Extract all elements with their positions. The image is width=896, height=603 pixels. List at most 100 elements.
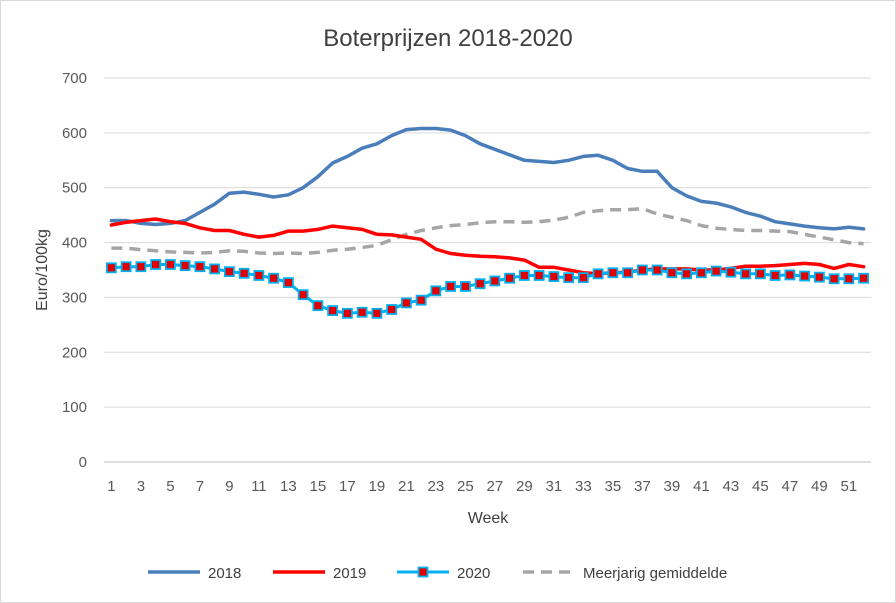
series-line-2019: [109, 217, 866, 276]
x-tick-label: 31: [546, 478, 563, 495]
data-point-2020: [622, 267, 634, 279]
x-tick-label: 1: [107, 478, 115, 495]
data-point-2020: [666, 267, 678, 279]
y-tick-label: 300: [62, 289, 87, 306]
legend-label: 2018: [208, 565, 241, 582]
series-2019: [109, 217, 866, 276]
data-point-2020: [754, 268, 766, 280]
legend-item-2020: 2020: [397, 565, 490, 582]
data-point-2020: [209, 263, 221, 275]
x-tick-label: 15: [310, 478, 327, 495]
y-tick-label: 600: [62, 125, 87, 142]
data-point-2020: [268, 272, 280, 284]
x-tick-label: 45: [752, 478, 769, 495]
data-point-2020: [459, 281, 471, 292]
data-point-2020: [474, 278, 486, 290]
data-point-2020: [489, 275, 501, 287]
series-meerjarig-gemiddelde: [111, 206, 864, 256]
y-tick-label: 100: [62, 399, 87, 416]
data-point-2020: [386, 304, 398, 315]
gridlines: [104, 77, 871, 408]
x-tick-label: 23: [428, 478, 445, 495]
data-point-2020: [592, 268, 604, 280]
y-tick-label: 400: [62, 235, 87, 252]
x-tick-label: 43: [723, 478, 740, 495]
data-point-2020: [710, 265, 722, 277]
legend-label: 2019: [333, 565, 366, 582]
series-line-meerjarig-gemiddelde: [111, 206, 864, 256]
chart-title: Boterprijzen 2018-2020: [323, 25, 573, 52]
data-point-2020: [238, 267, 250, 279]
y-tick-label: 700: [62, 70, 87, 87]
data-point-2020: [813, 271, 825, 283]
legend-item-meerjarig-gemiddelde: Meerjarig gemiddelde: [523, 565, 727, 582]
data-point-2020: [164, 259, 176, 270]
series-2020: [105, 259, 870, 319]
data-point-2020: [297, 289, 309, 301]
data-point-2020: [636, 264, 648, 276]
legend-label: 2020: [457, 565, 490, 582]
series-line-2020: [109, 263, 866, 315]
data-point-2020: [725, 266, 737, 278]
data-point-2020: [799, 270, 811, 282]
data-point-2020: [356, 306, 368, 318]
data-point-2020: [179, 260, 191, 272]
data-point-2020: [518, 270, 530, 281]
x-tick-label: 25: [457, 478, 474, 495]
data-point-2020: [430, 285, 442, 297]
x-tick-label: 35: [605, 478, 622, 495]
data-point-2020: [223, 266, 235, 278]
legend-label: Meerjarig gemiddelde: [583, 565, 727, 582]
data-point-2020: [105, 262, 117, 274]
x-tick-label: 41: [693, 478, 710, 495]
x-tick-label: 51: [841, 478, 858, 495]
data-point-2020: [445, 281, 457, 292]
data-point-2020: [282, 277, 294, 289]
data-point-2020: [194, 261, 206, 273]
data-point-2020: [681, 268, 693, 280]
x-tick-label: 29: [516, 478, 533, 495]
data-point-2020: [843, 273, 855, 285]
data-point-2020: [312, 300, 324, 312]
x-tick-label: 47: [782, 478, 799, 495]
x-tick-label: 9: [225, 478, 233, 495]
x-tick-label: 13: [280, 478, 297, 495]
data-point-2020: [533, 270, 545, 281]
y-tick-label: 0: [79, 454, 87, 471]
data-point-2020: [120, 261, 132, 273]
data-point-2020: [695, 267, 707, 279]
x-tick-label: 27: [487, 478, 504, 495]
x-tick-label: 11: [251, 478, 267, 495]
x-tick-label: 5: [166, 478, 174, 495]
x-tick-label: 33: [575, 478, 592, 495]
x-tick-label: 17: [339, 478, 356, 495]
data-point-2020: [150, 259, 162, 270]
legend-item-2018: 2018: [148, 565, 241, 582]
data-point-2020: [371, 307, 383, 319]
series-2018: [109, 126, 866, 231]
data-point-2020: [415, 294, 427, 306]
data-point-2020: [828, 273, 840, 285]
x-tick-label: 7: [196, 478, 204, 495]
y-axis-ticks: 0 100 200 300 400 500 600 700: [62, 70, 87, 471]
data-point-2020: [253, 270, 265, 281]
x-tick-label: 3: [137, 478, 145, 495]
x-tick-label: 39: [664, 478, 681, 495]
series-group: [105, 126, 870, 319]
series-line-2018: [109, 126, 866, 231]
data-point-2020: [548, 271, 560, 282]
data-point-2020: [858, 272, 870, 284]
x-tick-label: 37: [634, 478, 651, 495]
data-point-2020: [563, 272, 575, 284]
legend-item-2019: 2019: [273, 565, 366, 582]
x-tick-label: 21: [398, 478, 415, 495]
data-point-2020: [135, 261, 147, 273]
x-axis-ticks: 1 3 5 7 9 11 13 15 17 19 21 23 25 27 29 31 33 35 37 39 41 43 4…: [107, 478, 857, 495]
data-point-2020: [784, 269, 796, 281]
data-point-2020: [607, 267, 619, 279]
legend-marker: [417, 566, 429, 578]
data-point-2020: [341, 307, 353, 319]
legend: 2018 2019 2020 Meerjarig gemiddelde: [148, 565, 727, 582]
